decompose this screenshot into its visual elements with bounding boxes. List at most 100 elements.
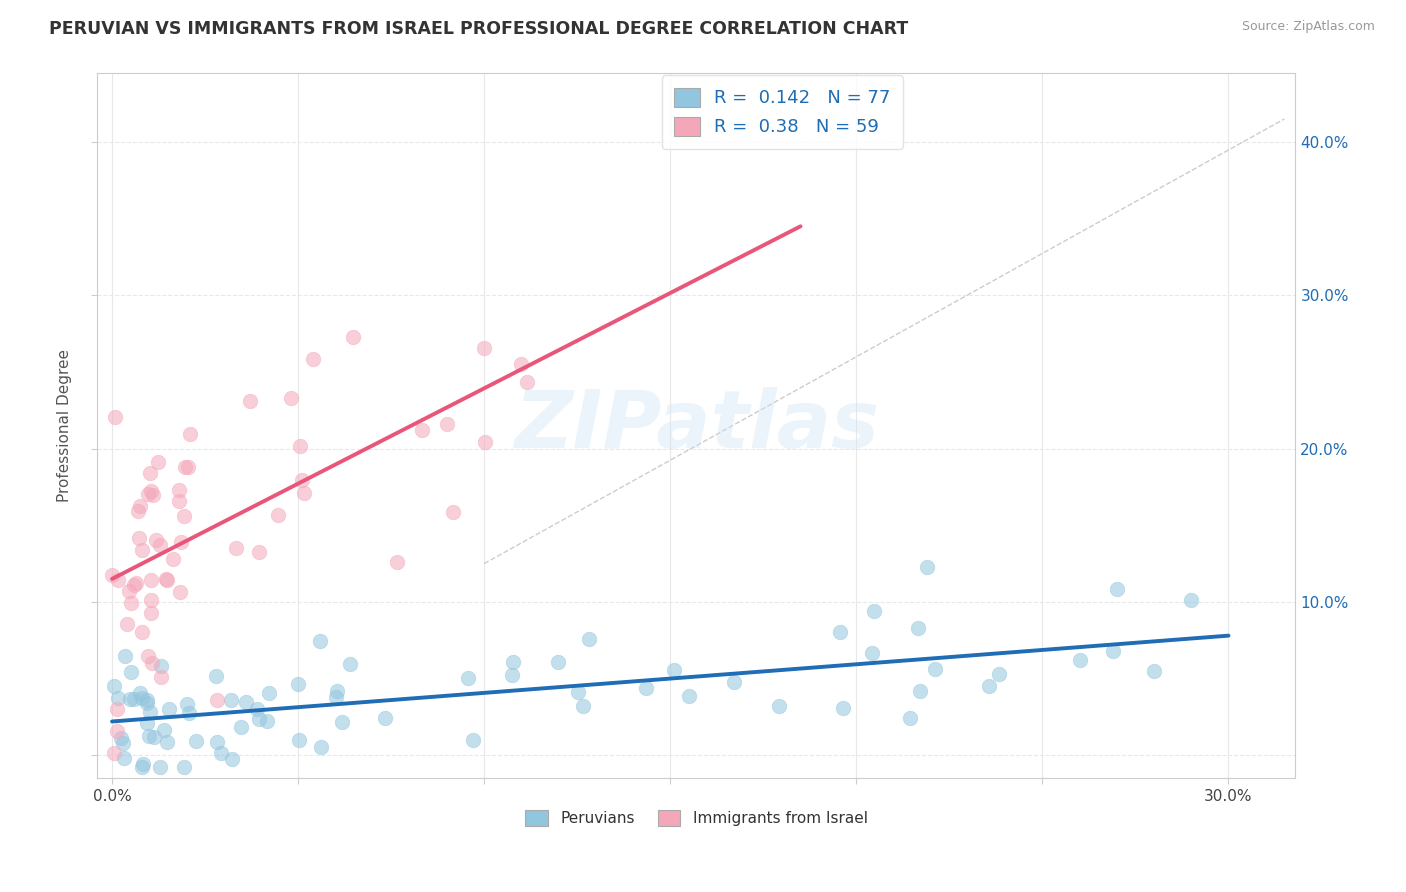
Point [924, 662, 946, 676]
Point [678, 689, 700, 703]
Point [510, 357, 533, 371]
Point [136, 715, 159, 730]
Point [157, 701, 180, 715]
Point [128, 531, 150, 545]
Point [291, 473, 314, 487]
Point [339, 657, 361, 672]
Point [578, 632, 600, 646]
Point [167, 483, 190, 498]
Point [141, 573, 163, 587]
Point [169, 534, 191, 549]
Point [516, 375, 538, 389]
Point [149, 538, 172, 552]
Point [110, 731, 132, 745]
Point [129, 499, 152, 513]
Point [105, 724, 128, 739]
Point [636, 681, 658, 695]
Point [860, 646, 883, 660]
Point [1102, 644, 1125, 658]
Point [141, 656, 163, 670]
Point [1105, 582, 1128, 597]
Point [115, 616, 138, 631]
Point [325, 684, 347, 698]
Point [257, 686, 280, 700]
Point [723, 674, 745, 689]
Point [107, 691, 129, 706]
Point [139, 705, 162, 719]
Point [472, 341, 495, 355]
Point [114, 648, 136, 663]
Point [225, 541, 247, 555]
Text: PERUVIAN VS IMMIGRANTS FROM ISRAEL PROFESSIONAL DEGREE CORRELATION CHART: PERUVIAN VS IMMIGRANTS FROM ISRAEL PROFE… [49, 20, 908, 37]
Point [169, 584, 191, 599]
Point [977, 680, 1000, 694]
Point [103, 679, 125, 693]
Point [177, 706, 200, 721]
Point [221, 752, 243, 766]
Point [1180, 593, 1202, 607]
Point [105, 702, 128, 716]
Point [207, 735, 229, 749]
Point [139, 484, 162, 499]
Point [141, 606, 163, 620]
Point [150, 670, 173, 684]
Point [231, 720, 253, 734]
Point [830, 625, 852, 640]
Point [120, 596, 142, 610]
Point [128, 685, 150, 699]
Point [325, 690, 347, 704]
Point [280, 391, 302, 405]
Point [143, 730, 166, 744]
Point [238, 393, 260, 408]
Point [186, 734, 208, 748]
Point [411, 423, 433, 437]
Point [209, 746, 232, 760]
Legend: Peruvians, Immigrants from Israel: Peruvians, Immigrants from Israel [517, 803, 876, 834]
Point [120, 691, 142, 706]
Point [107, 574, 129, 588]
Point [124, 578, 146, 592]
Point [292, 485, 315, 500]
Point [167, 494, 190, 508]
Point [173, 509, 195, 524]
Point [124, 575, 146, 590]
Point [461, 732, 484, 747]
Point [131, 543, 153, 558]
Point [330, 714, 353, 729]
Y-axis label: Professional Degree: Professional Degree [58, 349, 72, 502]
Point [436, 417, 458, 432]
Point [385, 555, 408, 569]
Point [205, 693, 228, 707]
Point [287, 733, 309, 747]
Point [136, 487, 159, 501]
Point [118, 583, 141, 598]
Point [149, 760, 172, 774]
Point [120, 665, 142, 679]
Point [832, 700, 855, 714]
Point [122, 692, 145, 706]
Point [502, 655, 524, 669]
Point [155, 572, 177, 586]
Point [309, 739, 332, 754]
Point [127, 504, 149, 518]
Point [138, 729, 160, 743]
Point [374, 711, 396, 725]
Point [131, 760, 153, 774]
Point [156, 573, 179, 587]
Point [132, 756, 155, 771]
Point [288, 439, 311, 453]
Point [547, 655, 569, 669]
Point [131, 691, 153, 706]
Point [342, 330, 364, 344]
Point [267, 508, 290, 522]
Point [177, 460, 200, 475]
Point [907, 621, 929, 635]
Point [219, 692, 242, 706]
Point [176, 697, 198, 711]
Point [204, 669, 226, 683]
Point [155, 735, 177, 749]
Point [153, 723, 176, 738]
Point [309, 634, 332, 648]
Point [457, 671, 479, 685]
Point [101, 568, 124, 582]
